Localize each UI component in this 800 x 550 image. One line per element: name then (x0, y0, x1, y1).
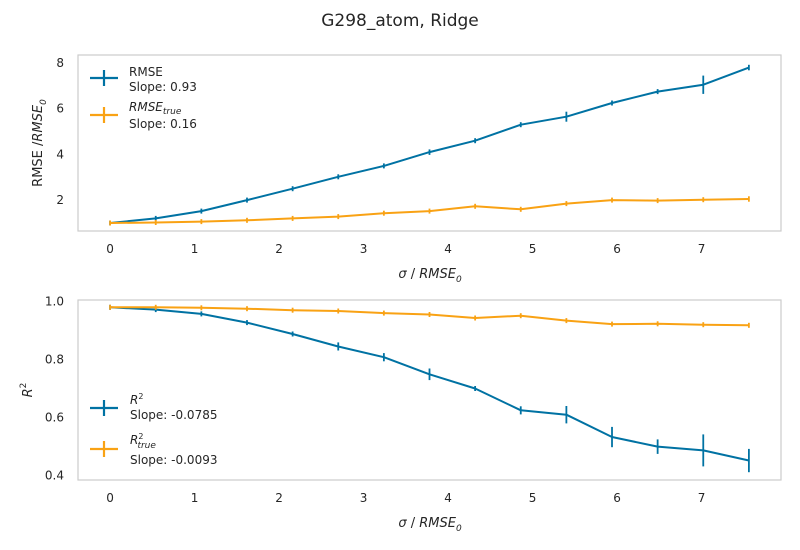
legend-label-r2: R2 (130, 392, 143, 407)
rmse-series-1 (109, 196, 750, 226)
rmse-x-tick-label: 0 (106, 242, 114, 256)
r2-series-1 (109, 304, 750, 328)
rmse-series-0 (109, 64, 750, 226)
r2-x-tick-label: 7 (698, 491, 706, 505)
legend-slope-rmse-true: Slope: 0.16 (129, 117, 197, 131)
legend-item-rmse-true: RMSEtrue Slope: 0.16 (90, 100, 197, 131)
r2-x-tick-label: 6 (613, 491, 621, 505)
rmse-panel: 0 1 2 3 4 5 6 7 2 4 6 8 σ / RMSE0 RMSE /RMSE0 RMSE … (31, 54, 782, 285)
r2-y-tick-label: 1.0 (45, 294, 64, 308)
r2-x-tick-label: 5 (529, 491, 537, 505)
r2-x-tick-label: 2 (275, 491, 283, 505)
r2-plot-frame (77, 299, 782, 481)
legend-item-r2: R2 Slope: -0.0785 (90, 392, 217, 422)
legend-item-rmse: RMSE Slope: 0.93 (90, 65, 197, 94)
r2-y-tick-label: 0.4 (45, 469, 64, 483)
rmse-x-tick-label: 1 (191, 242, 199, 256)
r2-x-tick-label: 1 (191, 491, 199, 505)
r2-series-line (110, 306, 750, 462)
r2-x-axis-label: σ / RMSE0 (398, 516, 462, 534)
rmse-x-tick-label: 2 (275, 242, 283, 256)
r2-series-0 (109, 304, 750, 473)
rmse-x-tick-label: 7 (698, 242, 706, 256)
rmse-y-tick-label: 6 (56, 102, 64, 116)
figure-title: G298_atom, Ridge (321, 11, 479, 31)
legend-slope-r2-true: Slope: -0.0093 (130, 453, 217, 467)
rmse-x-axis-label: σ / RMSE0 (398, 267, 462, 285)
rmse-x-tick-label: 3 (360, 242, 368, 256)
legend-slope-rmse: Slope: 0.93 (129, 80, 197, 94)
r2-y-axis-label: R2 (19, 383, 36, 398)
rmse-y-axis-label: RMSE /RMSE0 (31, 99, 49, 187)
r2-legend: R2 Slope: -0.0785 R2 true Slope: -0.0093 (90, 392, 217, 467)
r2-y-tick-label: 0.6 (45, 411, 64, 425)
r2-y-tick-label: 0.8 (45, 353, 64, 367)
legend-item-r2-true: R2 true Slope: -0.0093 (90, 432, 217, 467)
r2-x-tick-label: 4 (444, 491, 452, 505)
rmse-series-group (109, 64, 750, 226)
r2-series-group (109, 304, 750, 473)
r2-tick-labels: 0 1 2 3 4 5 6 7 0.4 0.6 0.8 1.0 (45, 294, 705, 505)
rmse-tick-labels: 0 1 2 3 4 5 6 7 2 4 6 8 (56, 56, 705, 256)
legend-label-rmse-true: RMSEtrue (129, 100, 182, 117)
r2-x-tick-label: 0 (106, 491, 114, 505)
legend-slope-r2: Slope: -0.0785 (130, 408, 217, 422)
legend-label-r2-true: R2 true (130, 432, 156, 451)
rmse-x-tick-label: 6 (613, 242, 621, 256)
rmse-x-tick-label: 5 (529, 242, 537, 256)
rmse-y-tick-label: 2 (56, 193, 64, 207)
legend-label-rmse: RMSE (129, 65, 163, 79)
rmse-y-tick-label: 8 (56, 56, 64, 70)
rmse-plot-frame (77, 54, 782, 232)
rmse-legend: RMSE Slope: 0.93 RMSEtrue Slope: 0.16 (90, 65, 197, 131)
r2-x-tick-label: 3 (360, 491, 368, 505)
rmse-y-tick-label: 4 (56, 147, 64, 161)
rmse-x-tick-label: 4 (444, 242, 452, 256)
r2-panel: 0 1 2 3 4 5 6 7 0.4 0.6 0.8 1.0 σ / RMSE0 R2 R2 Slo… (19, 294, 782, 534)
